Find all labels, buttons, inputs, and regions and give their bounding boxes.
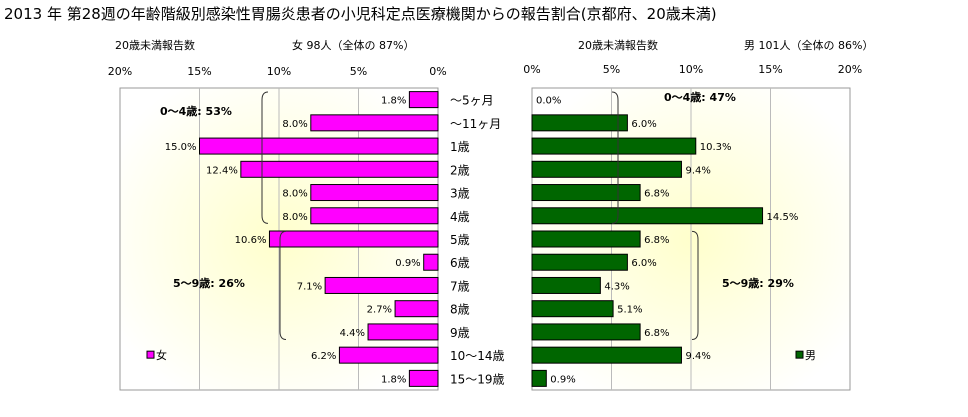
left-group-label-0-4: 0～4歳: 53% [160,104,232,118]
female-value-label: 7.1% [297,281,322,292]
male-bar [531,300,614,318]
male-value-label: 6.0% [631,258,656,269]
male-value-label: 6.0% [631,119,656,130]
legend-label-male: 男 [805,349,816,362]
legend-swatch-male [795,350,804,359]
male-value-label: 14.5% [767,212,799,223]
male-bar [531,114,628,132]
category-label: 6歳 [450,256,470,270]
female-bar [240,160,439,178]
right-summary: 男 101人（全体の 86%） [744,39,874,52]
category-label: 4歳 [450,210,470,224]
left-tick-label: 20% [108,65,132,78]
right-caption: 20歳未満報告数 [578,39,658,52]
category-label: 9歳 [450,326,470,340]
male-value-label: 6.8% [644,235,669,246]
right-group-label-0-4: 0～4歳: 47% [664,90,736,104]
female-bar [199,137,439,155]
female-value-label: 0.9% [395,258,420,269]
chart-title: 2013 年 第28週の年齢階級別感染性胃腸炎患者の小児科定点医療機関からの報告… [4,5,717,23]
right-bracket-5-9 [691,230,699,341]
female-value-label: 12.4% [206,165,238,176]
category-label: 15～19歳 [450,372,505,386]
female-bar [310,184,439,202]
male-bar [531,323,641,341]
left-caption: 20歳未満報告数 [115,39,195,52]
male-bar [531,207,764,225]
female-bar [367,323,439,341]
legend-swatch-female [146,350,155,359]
left-tick-label: 15% [187,65,211,78]
category-label: ～5ヶ月 [450,94,494,108]
female-bar [423,253,439,271]
female-value-label: 1.8% [381,374,406,385]
left-tick-label: 10% [267,65,291,78]
male-bar [531,253,628,271]
female-bar [408,91,439,109]
right-group-label-5-9: 5～9歳: 29% [722,276,794,290]
female-value-label: 2.7% [367,305,392,316]
female-bar [394,300,439,318]
legend-label-female: 女 [156,348,167,362]
female-value-label: 10.6% [235,235,267,246]
female-bar [408,369,439,387]
male-bar [531,137,697,155]
category-label: 3歳 [450,187,470,201]
male-bar [531,276,601,294]
female-value-label: 1.8% [381,96,406,107]
right-bracket-0-4 [611,91,619,224]
category-label: 10～14歳 [450,349,505,363]
male-bar [531,369,547,387]
left-group-label-5-9: 5～9歳: 26% [173,276,245,290]
male-value-label: 0.9% [550,374,575,385]
category-label: 2歳 [450,163,470,177]
female-bar [310,207,439,225]
male-value-label: 9.4% [685,165,710,176]
category-label: ～11ヶ月 [450,117,501,131]
left-bracket-0-4 [261,91,269,224]
male-value-label: 0.0% [536,96,561,107]
male-bar [531,346,682,364]
male-bar [531,230,641,248]
female-value-label: 6.2% [311,351,336,362]
female-value-label: 15.0% [165,142,197,153]
left-tick-label: 5% [350,65,367,78]
category-label: 1歳 [450,140,470,154]
male-value-label: 5.1% [617,305,642,316]
right-tick-label: 15% [758,63,782,76]
female-value-label: 8.0% [282,212,307,223]
female-value-label: 4.4% [340,328,365,339]
left-summary: 女 98人（全体の 87%） [292,39,415,52]
female-bar [268,230,439,248]
female-bar [338,346,439,364]
male-bar [531,160,682,178]
right-tick-label: 5% [603,63,620,76]
right-tick-label: 20% [838,63,862,76]
male-value-label: 4.3% [604,281,629,292]
category-label: 7歳 [450,279,470,293]
female-value-label: 8.0% [282,119,307,130]
male-value-label: 10.3% [700,142,732,153]
male-bar [531,184,641,202]
female-bar [310,114,439,132]
male-value-label: 9.4% [685,351,710,362]
male-value-label: 6.8% [644,328,669,339]
right-tick-label: 0% [523,63,540,76]
right-tick-label: 10% [679,63,703,76]
left-bracket-5-9 [279,230,287,341]
male-value-label: 6.8% [644,189,669,200]
female-bar [324,276,439,294]
category-label: 5歳 [450,233,470,247]
category-label: 8歳 [450,303,470,317]
female-value-label: 8.0% [282,189,307,200]
left-tick-label: 0% [429,65,446,78]
